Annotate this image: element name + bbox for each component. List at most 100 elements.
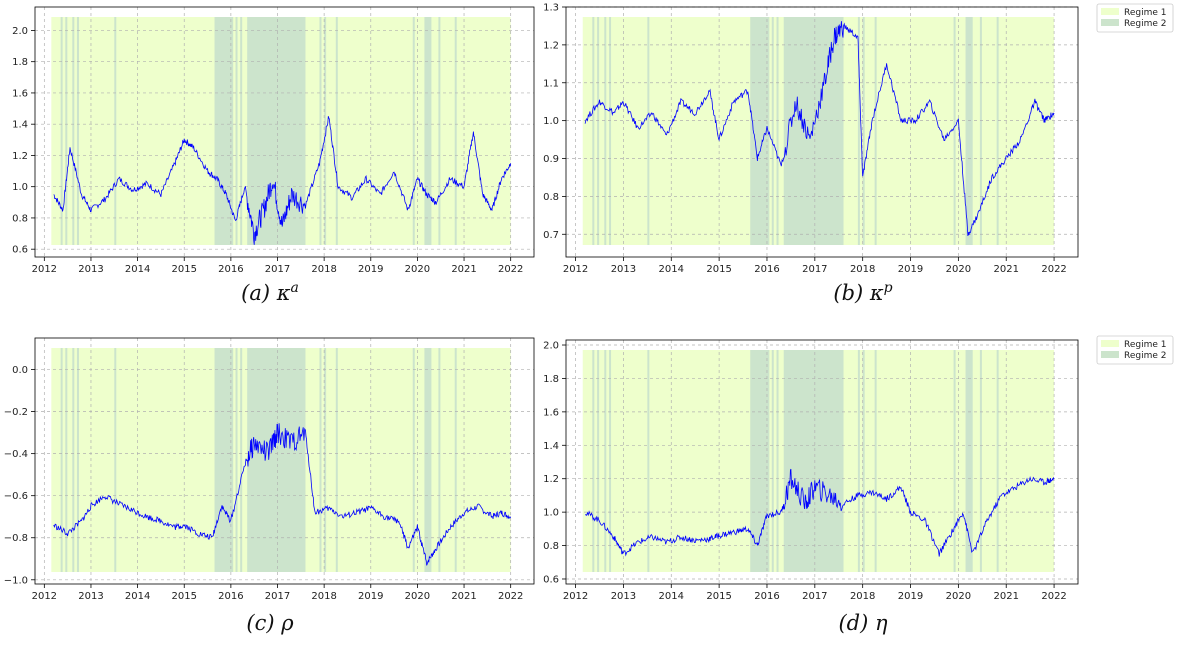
regime2-band	[412, 17, 415, 245]
y-tick-label: 1.0	[543, 116, 559, 127]
x-tick-label: 2012	[32, 591, 57, 602]
regime2-band	[750, 350, 770, 572]
regime2-band	[996, 350, 999, 572]
x-tick-label: 2015	[706, 264, 731, 275]
panel-caption: (d) η	[838, 611, 888, 635]
regime2-band	[647, 350, 650, 572]
regime2-band	[857, 17, 860, 245]
x-tick-label: 2016	[754, 591, 779, 602]
x-tick-label: 2014	[659, 264, 684, 275]
regime2-band	[65, 348, 68, 572]
x-tick-label: 2013	[611, 264, 636, 275]
chart-panel-3: 2012 2013 2014 2015 2016 2017 2018 2019 2020 2021…	[4, 337, 535, 602]
y-tick-label: 1.6	[543, 407, 559, 418]
plot-frame	[34, 6, 535, 258]
regime2-band	[592, 17, 595, 245]
y-tick-label: 2.0	[12, 26, 28, 37]
regime2-band	[762, 17, 765, 245]
y-tick-label: 2.0	[543, 341, 559, 352]
plot-frame	[34, 337, 535, 585]
y-tick-label: 1.8	[543, 374, 559, 385]
regime2-band	[424, 348, 432, 572]
regime2-band	[214, 348, 234, 572]
regime2-band	[592, 350, 595, 572]
regime2-band	[60, 17, 63, 245]
x-tick-label: 2021	[993, 264, 1018, 275]
regime2-band	[438, 348, 441, 572]
x-tick-label: 2022	[1041, 591, 1066, 602]
regime2-band	[771, 17, 774, 245]
legend-label: Regime 2	[1124, 19, 1167, 29]
regime2-band	[454, 17, 457, 245]
legend-label: Regime 1	[1124, 8, 1167, 18]
x-tick-label: 2014	[125, 591, 150, 602]
regime2-band	[226, 348, 229, 572]
regime2-band	[235, 17, 238, 245]
regime2-band	[597, 17, 600, 245]
regime2-band	[76, 17, 79, 245]
regime2-band	[979, 17, 982, 245]
legend-swatch	[1101, 8, 1119, 15]
regime2-band	[114, 17, 117, 245]
panel-caption: (b) κp	[833, 280, 892, 305]
regime2-band	[776, 350, 779, 572]
chart-panel-2: 2012 2013 2014 2015 2016 2017 2018 2019 2020 2021…	[543, 3, 1079, 275]
series-line	[53, 423, 512, 566]
legend-swatch	[1101, 340, 1119, 347]
x-tick-label: 2015	[706, 591, 731, 602]
x-tick-label: 2020	[405, 591, 430, 602]
caption-superscript: a	[291, 280, 299, 296]
series-line	[584, 21, 1055, 237]
x-tick-label: 2021	[993, 591, 1018, 602]
regime2-band	[857, 350, 860, 572]
series-line	[585, 468, 1055, 557]
y-tick-label: −0.8	[4, 533, 28, 544]
x-tick-label: 2016	[218, 591, 243, 602]
panel-caption: (a) κa	[241, 280, 299, 305]
x-tick-label: 2020	[946, 264, 971, 275]
legend-label: Regime 1	[1124, 340, 1167, 350]
x-tick-label: 2021	[451, 591, 476, 602]
regime2-band	[412, 348, 415, 572]
y-tick-label: 1.1	[543, 78, 559, 89]
regime2-band	[114, 348, 117, 572]
regime2-band	[979, 350, 982, 572]
regime2-band	[65, 17, 68, 245]
x-tick-label: 2013	[78, 264, 103, 275]
x-tick-label: 2019	[898, 264, 923, 275]
y-tick-label: 0.8	[543, 192, 559, 203]
y-tick-label: 0.8	[543, 541, 559, 552]
regime2-band	[874, 17, 877, 245]
regime2-band	[247, 348, 306, 572]
y-tick-label: 1.0	[12, 182, 28, 193]
y-tick-label: 1.2	[543, 474, 559, 485]
regime2-band	[750, 17, 770, 245]
x-tick-label: 2022	[1041, 264, 1066, 275]
y-tick-label: −0.6	[4, 491, 28, 502]
y-tick-label: 0.9	[543, 154, 559, 165]
x-tick-label: 2017	[265, 264, 290, 275]
regime2-band	[953, 350, 956, 572]
x-tick-label: 2014	[659, 591, 684, 602]
legend-swatch	[1101, 19, 1119, 26]
x-tick-label: 2018	[850, 591, 875, 602]
x-tick-label: 2012	[563, 591, 588, 602]
x-tick-label: 2018	[311, 591, 336, 602]
y-tick-label: 0.6	[12, 245, 28, 256]
regime2-band	[597, 350, 600, 572]
x-tick-label: 2019	[358, 264, 383, 275]
plot-frame	[565, 6, 1079, 258]
y-tick-label: 0.7	[543, 230, 559, 241]
chart-panel-4: 2012 2013 2014 2015 2016 2017 2018 2019 2020 2021…	[543, 339, 1079, 602]
x-tick-label: 2012	[563, 264, 588, 275]
panel-caption: (c) ρ	[246, 611, 294, 635]
y-tick-label: 0.8	[12, 213, 28, 224]
y-tick-label: 1.2	[12, 151, 28, 162]
regime2-band	[953, 17, 956, 245]
regime2-band	[72, 17, 75, 245]
regime2-band	[240, 17, 243, 245]
regime2-band	[783, 350, 844, 572]
regime2-band	[609, 350, 612, 572]
regime2-band	[965, 17, 973, 245]
regime2-band	[438, 17, 441, 245]
